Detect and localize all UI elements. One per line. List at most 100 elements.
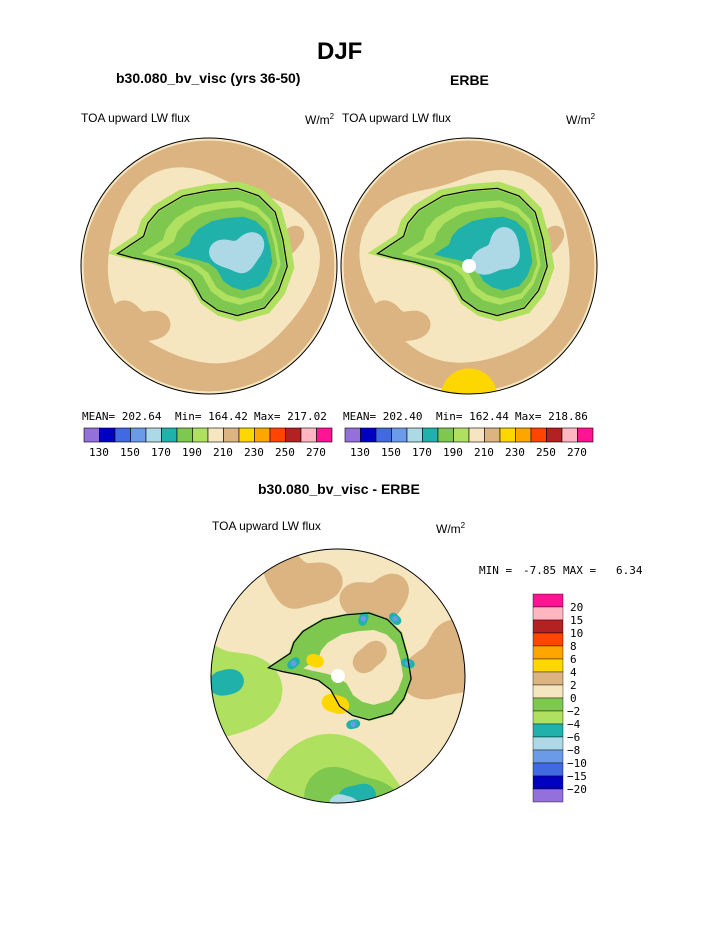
tick-label: 250 bbox=[536, 446, 556, 459]
panel-2-units: W/m2 bbox=[566, 112, 596, 127]
tick-label: 170 bbox=[412, 446, 432, 459]
tick-label: −8 bbox=[567, 744, 581, 757]
diff-colorbar-box bbox=[532, 775, 564, 790]
map-border bbox=[210, 548, 466, 804]
contour-band-neg6 bbox=[338, 783, 376, 803]
map-border bbox=[340, 137, 598, 395]
contour-band-neg2 bbox=[255, 733, 425, 803]
tick-label: −15 bbox=[567, 770, 587, 783]
panel-1-min: Min= 164.42 bbox=[175, 410, 248, 423]
tick-label: 190 bbox=[443, 446, 463, 459]
abs-colorbar-2-box bbox=[561, 427, 578, 443]
panel-1-title: b30.080_bv_visc (yrs 36-50) bbox=[116, 70, 301, 86]
diff-colorbar-box bbox=[532, 762, 564, 777]
tick-label: 210 bbox=[213, 446, 233, 459]
tick-label: 190 bbox=[182, 446, 202, 459]
diff-colorbar-box bbox=[532, 645, 564, 660]
contour-patch-2-4 bbox=[352, 640, 387, 674]
pole-hole bbox=[462, 259, 476, 273]
diff-colorbar-box bbox=[532, 684, 564, 699]
abs-colorbar-2-box bbox=[530, 427, 547, 443]
panel-2-title: ERBE bbox=[450, 72, 489, 88]
tick-label: 230 bbox=[244, 446, 264, 459]
diff-colorbar-box bbox=[532, 658, 564, 673]
panel-2-variable-label: TOA upward LW flux bbox=[342, 111, 451, 125]
contour-band-160 bbox=[209, 232, 265, 274]
tick-label: 6 bbox=[570, 653, 577, 666]
abs-colorbar-2-box bbox=[453, 427, 470, 443]
contour-band-neg6 bbox=[211, 669, 244, 696]
coastline bbox=[116, 187, 288, 317]
diff-colorbar-box bbox=[532, 723, 564, 738]
contour-patch-2-4 bbox=[263, 549, 343, 609]
tick-label: 130 bbox=[89, 446, 109, 459]
abs-colorbar-2-box bbox=[391, 427, 408, 443]
contour-patch-neg8 bbox=[290, 660, 297, 667]
tick-label: 0 bbox=[570, 692, 577, 705]
abs-colorbar-2-box bbox=[515, 427, 532, 443]
diff-colorbar-box bbox=[532, 593, 564, 608]
diff-colorbar-ticks: 20 15 10 8 6 4 2 0 −2 −4 −6 −8 −10 −15 −… bbox=[567, 601, 607, 801]
abs-colorbar-2-box bbox=[360, 427, 377, 443]
tick-label: 8 bbox=[570, 640, 577, 653]
diff-units: W/m2 bbox=[436, 521, 466, 536]
tick-label: 150 bbox=[381, 446, 401, 459]
tick-label: 15 bbox=[570, 614, 584, 627]
abs-colorbar-2-box bbox=[577, 427, 594, 443]
contour-patch-neg8 bbox=[350, 721, 356, 728]
tick-label: 210 bbox=[474, 446, 494, 459]
tick-label: 270 bbox=[567, 446, 587, 459]
tick-label: −6 bbox=[567, 731, 581, 744]
pole-hole bbox=[331, 669, 345, 683]
polar-map-1 bbox=[80, 137, 338, 395]
panel-1-mean: MEAN= 202.64 bbox=[82, 410, 162, 423]
abs-colorbar-2-box bbox=[546, 427, 563, 443]
panel-1-units: W/m2 bbox=[305, 112, 335, 127]
abs-colorbar-1-box bbox=[130, 427, 147, 443]
abs-colorbar-1-box bbox=[223, 427, 240, 443]
panel-2-min: Min= 162.44 bbox=[436, 410, 509, 423]
contour-patch-2-4 bbox=[339, 573, 409, 625]
abs-colorbar-2-box bbox=[344, 427, 361, 443]
tick-label: 230 bbox=[505, 446, 525, 459]
tick-label: −10 bbox=[567, 757, 587, 770]
tick-label: 130 bbox=[350, 446, 370, 459]
contour-band-neg8 bbox=[329, 794, 360, 803]
contour-patch-4-6 bbox=[403, 549, 439, 569]
tick-label: −4 bbox=[567, 718, 581, 731]
diff-colorbar-box bbox=[532, 606, 564, 621]
contour-patch-neg8 bbox=[360, 616, 367, 622]
abs-colorbar-2-box bbox=[437, 427, 454, 443]
polar-map-2 bbox=[340, 137, 598, 395]
diff-colorbar-box bbox=[532, 697, 564, 712]
tick-label: 4 bbox=[570, 666, 577, 679]
contour-patch-220 bbox=[371, 300, 431, 344]
tick-label: 250 bbox=[275, 446, 295, 459]
tick-label: −20 bbox=[567, 783, 587, 796]
abs-colorbar-1-box bbox=[207, 427, 224, 443]
contour-band-neg4 bbox=[304, 766, 403, 803]
abs-colorbar-2-box bbox=[484, 427, 501, 443]
tick-label: 2 bbox=[570, 679, 577, 692]
panel-2-max: Max= 218.86 bbox=[515, 410, 588, 423]
diff-colorbar-box bbox=[532, 749, 564, 764]
abs-colorbar-2-box bbox=[406, 427, 423, 443]
polar-map-diff bbox=[210, 548, 466, 804]
diff-max-value: 6.34 bbox=[616, 564, 643, 577]
abs-colorbar-2-box bbox=[422, 427, 439, 443]
diff-min-label: MIN = bbox=[479, 564, 513, 577]
contour-patch-4-6 bbox=[321, 693, 350, 714]
panel-2-mean: MEAN= 202.40 bbox=[343, 410, 423, 423]
coastline bbox=[266, 612, 412, 721]
abs-colorbar-2-box bbox=[375, 427, 392, 443]
abs-colorbar-2-box bbox=[468, 427, 485, 443]
abs-colorbar-1-box bbox=[192, 427, 209, 443]
abs-colorbar-1-box bbox=[145, 427, 162, 443]
figure-title: DJF bbox=[317, 38, 363, 65]
tick-label: 20 bbox=[570, 601, 584, 614]
contour-band-160 bbox=[470, 227, 520, 275]
panel-1-variable-label: TOA upward LW flux bbox=[81, 111, 190, 125]
tick-label: 150 bbox=[120, 446, 140, 459]
abs-colorbar-1-box bbox=[161, 427, 178, 443]
